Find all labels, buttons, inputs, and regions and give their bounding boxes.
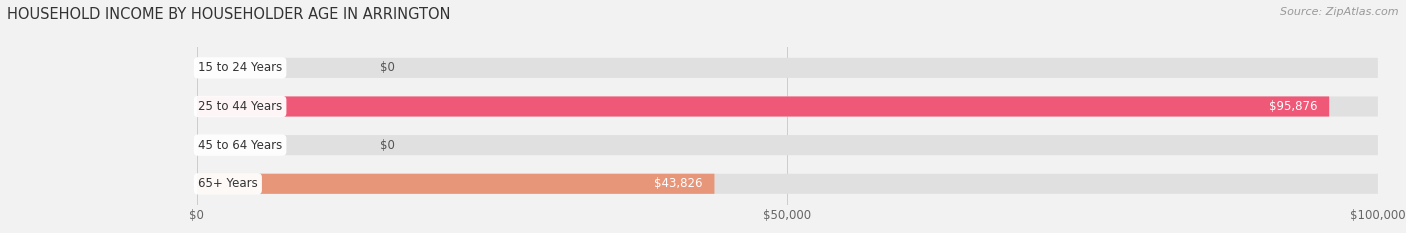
- FancyBboxPatch shape: [197, 96, 1329, 116]
- Text: $43,826: $43,826: [654, 177, 703, 190]
- Text: 65+ Years: 65+ Years: [198, 177, 257, 190]
- Text: Source: ZipAtlas.com: Source: ZipAtlas.com: [1281, 7, 1399, 17]
- FancyBboxPatch shape: [197, 135, 1378, 155]
- FancyBboxPatch shape: [197, 96, 1378, 116]
- FancyBboxPatch shape: [197, 174, 1378, 194]
- Text: 45 to 64 Years: 45 to 64 Years: [198, 139, 283, 152]
- Text: $95,876: $95,876: [1268, 100, 1317, 113]
- FancyBboxPatch shape: [197, 174, 714, 194]
- Text: $0: $0: [380, 61, 395, 74]
- Text: $0: $0: [380, 139, 395, 152]
- Text: 25 to 44 Years: 25 to 44 Years: [198, 100, 283, 113]
- Text: 15 to 24 Years: 15 to 24 Years: [198, 61, 283, 74]
- FancyBboxPatch shape: [197, 58, 1378, 78]
- Text: HOUSEHOLD INCOME BY HOUSEHOLDER AGE IN ARRINGTON: HOUSEHOLD INCOME BY HOUSEHOLDER AGE IN A…: [7, 7, 450, 22]
